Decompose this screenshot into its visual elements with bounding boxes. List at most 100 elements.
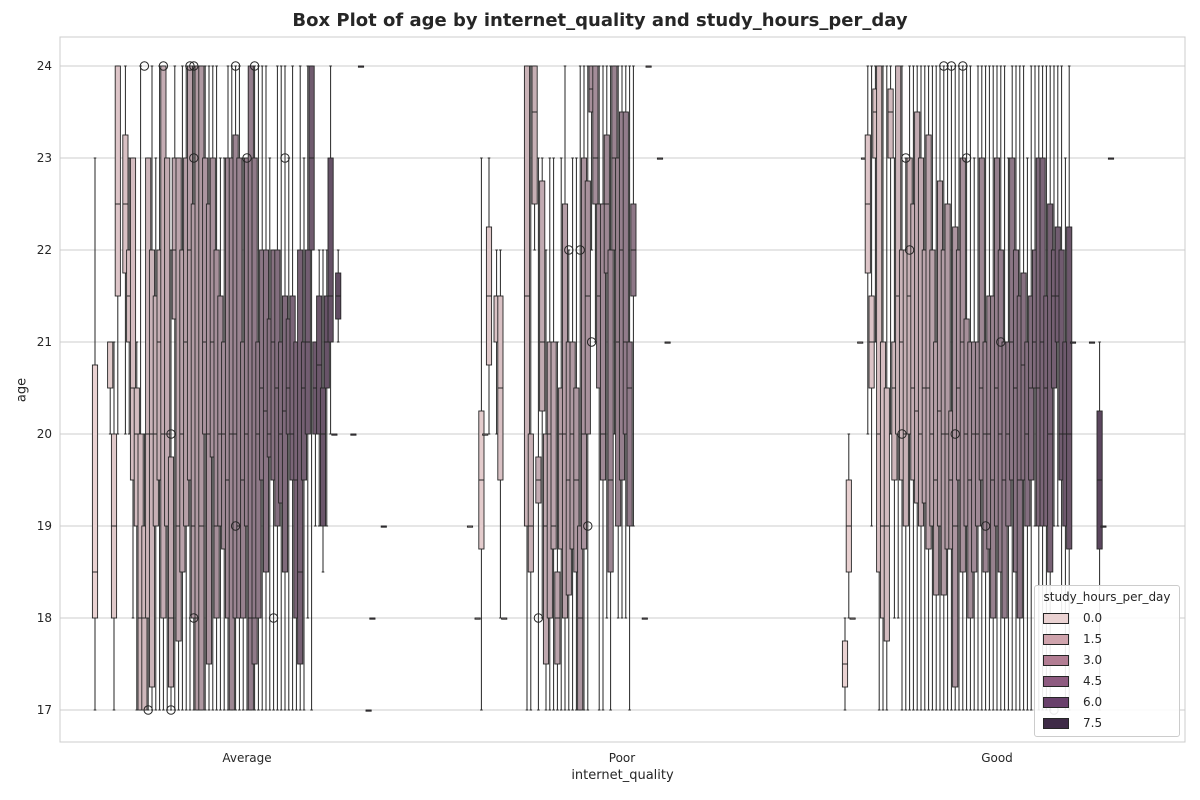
box: [1024, 157, 1031, 711]
outlier-point: [230, 521, 241, 531]
box-body: [327, 157, 334, 343]
box: [864, 65, 871, 435]
box: [262, 65, 270, 711]
y-tick-label: 17: [37, 703, 52, 717]
outlier-point: [189, 613, 199, 623]
y-tick-labels: 17 18 19 20 21 22 23 24: [37, 59, 52, 717]
box: [114, 65, 121, 435]
box-body: [876, 65, 883, 573]
box: [664, 341, 671, 344]
y-tick-label: 21: [37, 335, 52, 349]
outlier-point: [230, 61, 241, 71]
box: [622, 65, 629, 619]
outlier-point: [533, 613, 544, 623]
box-body: [599, 203, 607, 481]
box: [982, 65, 989, 711]
box: [474, 617, 481, 620]
box: [845, 433, 852, 619]
outlier-point: [939, 61, 949, 71]
box: [380, 525, 387, 528]
outlier-point: [242, 153, 252, 163]
box: [558, 157, 565, 711]
box: [546, 157, 553, 711]
box: [482, 433, 489, 436]
box: [327, 65, 334, 435]
x-tick-label: Poor: [609, 751, 635, 765]
box-body: [129, 157, 137, 481]
box: [202, 65, 209, 711]
box: [887, 65, 894, 435]
box: [91, 157, 99, 711]
box: [535, 157, 542, 711]
box-body: [1066, 226, 1073, 550]
outlier-point: [586, 337, 597, 347]
box-body: [607, 249, 614, 573]
outlier-point: [958, 61, 968, 71]
legend-swatch: [1043, 655, 1069, 666]
box: [656, 157, 664, 160]
box-body: [114, 65, 121, 297]
box: [323, 249, 330, 527]
box: [190, 65, 197, 711]
outlier-point: [583, 521, 593, 531]
outlier-point: [268, 613, 279, 623]
box-body: [164, 157, 171, 527]
box: [955, 65, 963, 711]
box: [289, 65, 296, 711]
box: [485, 157, 493, 435]
boxes: [91, 65, 1115, 712]
outlier-point: [280, 153, 290, 163]
box: [316, 249, 323, 527]
box: [849, 617, 856, 620]
legend-swatch: [1043, 697, 1069, 708]
box: [133, 341, 140, 711]
box: [1088, 341, 1096, 344]
outlier-point: [158, 61, 169, 71]
box: [645, 65, 652, 68]
box: [1069, 341, 1077, 344]
box: [876, 65, 883, 711]
legend-swatch: [1043, 718, 1069, 729]
box: [126, 157, 133, 435]
chart-title: Box Plot of age by internet_quality and …: [292, 10, 908, 31]
box: [577, 65, 584, 711]
x-axis-label: internet_quality: [571, 768, 674, 783]
x-tick-labels: Average Poor Good: [222, 751, 1012, 765]
box: [369, 617, 376, 620]
legend-item: 1.5: [1043, 631, 1173, 649]
box: [501, 617, 508, 620]
box: [592, 65, 599, 343]
legend-swatch: [1043, 613, 1069, 624]
box-body: [978, 157, 985, 481]
box-body: [592, 65, 599, 205]
legend-title: study_hours_per_day: [1043, 590, 1171, 604]
box: [110, 341, 118, 711]
outlier-point: [249, 61, 260, 71]
box-body: [319, 387, 327, 527]
box: [1031, 65, 1039, 527]
box-body: [527, 433, 534, 573]
box: [167, 249, 175, 711]
box-body: [167, 456, 175, 688]
box-body: [107, 341, 114, 389]
outlier-point: [950, 429, 960, 439]
box: [599, 65, 607, 711]
legend-item: 4.5: [1043, 673, 1173, 691]
y-axis-label: age: [14, 377, 30, 403]
outlier-point: [189, 61, 199, 71]
box: [550, 157, 557, 711]
box: [607, 65, 614, 711]
box: [596, 65, 603, 711]
legend-label: 3.0: [1083, 653, 1103, 667]
box: [350, 433, 357, 436]
box: [357, 65, 365, 68]
legend-label: 7.5: [1083, 716, 1103, 730]
box-body: [626, 341, 633, 527]
box: [331, 433, 338, 436]
box: [164, 157, 171, 711]
box: [841, 617, 849, 711]
box: [539, 157, 546, 619]
box: [603, 65, 610, 619]
